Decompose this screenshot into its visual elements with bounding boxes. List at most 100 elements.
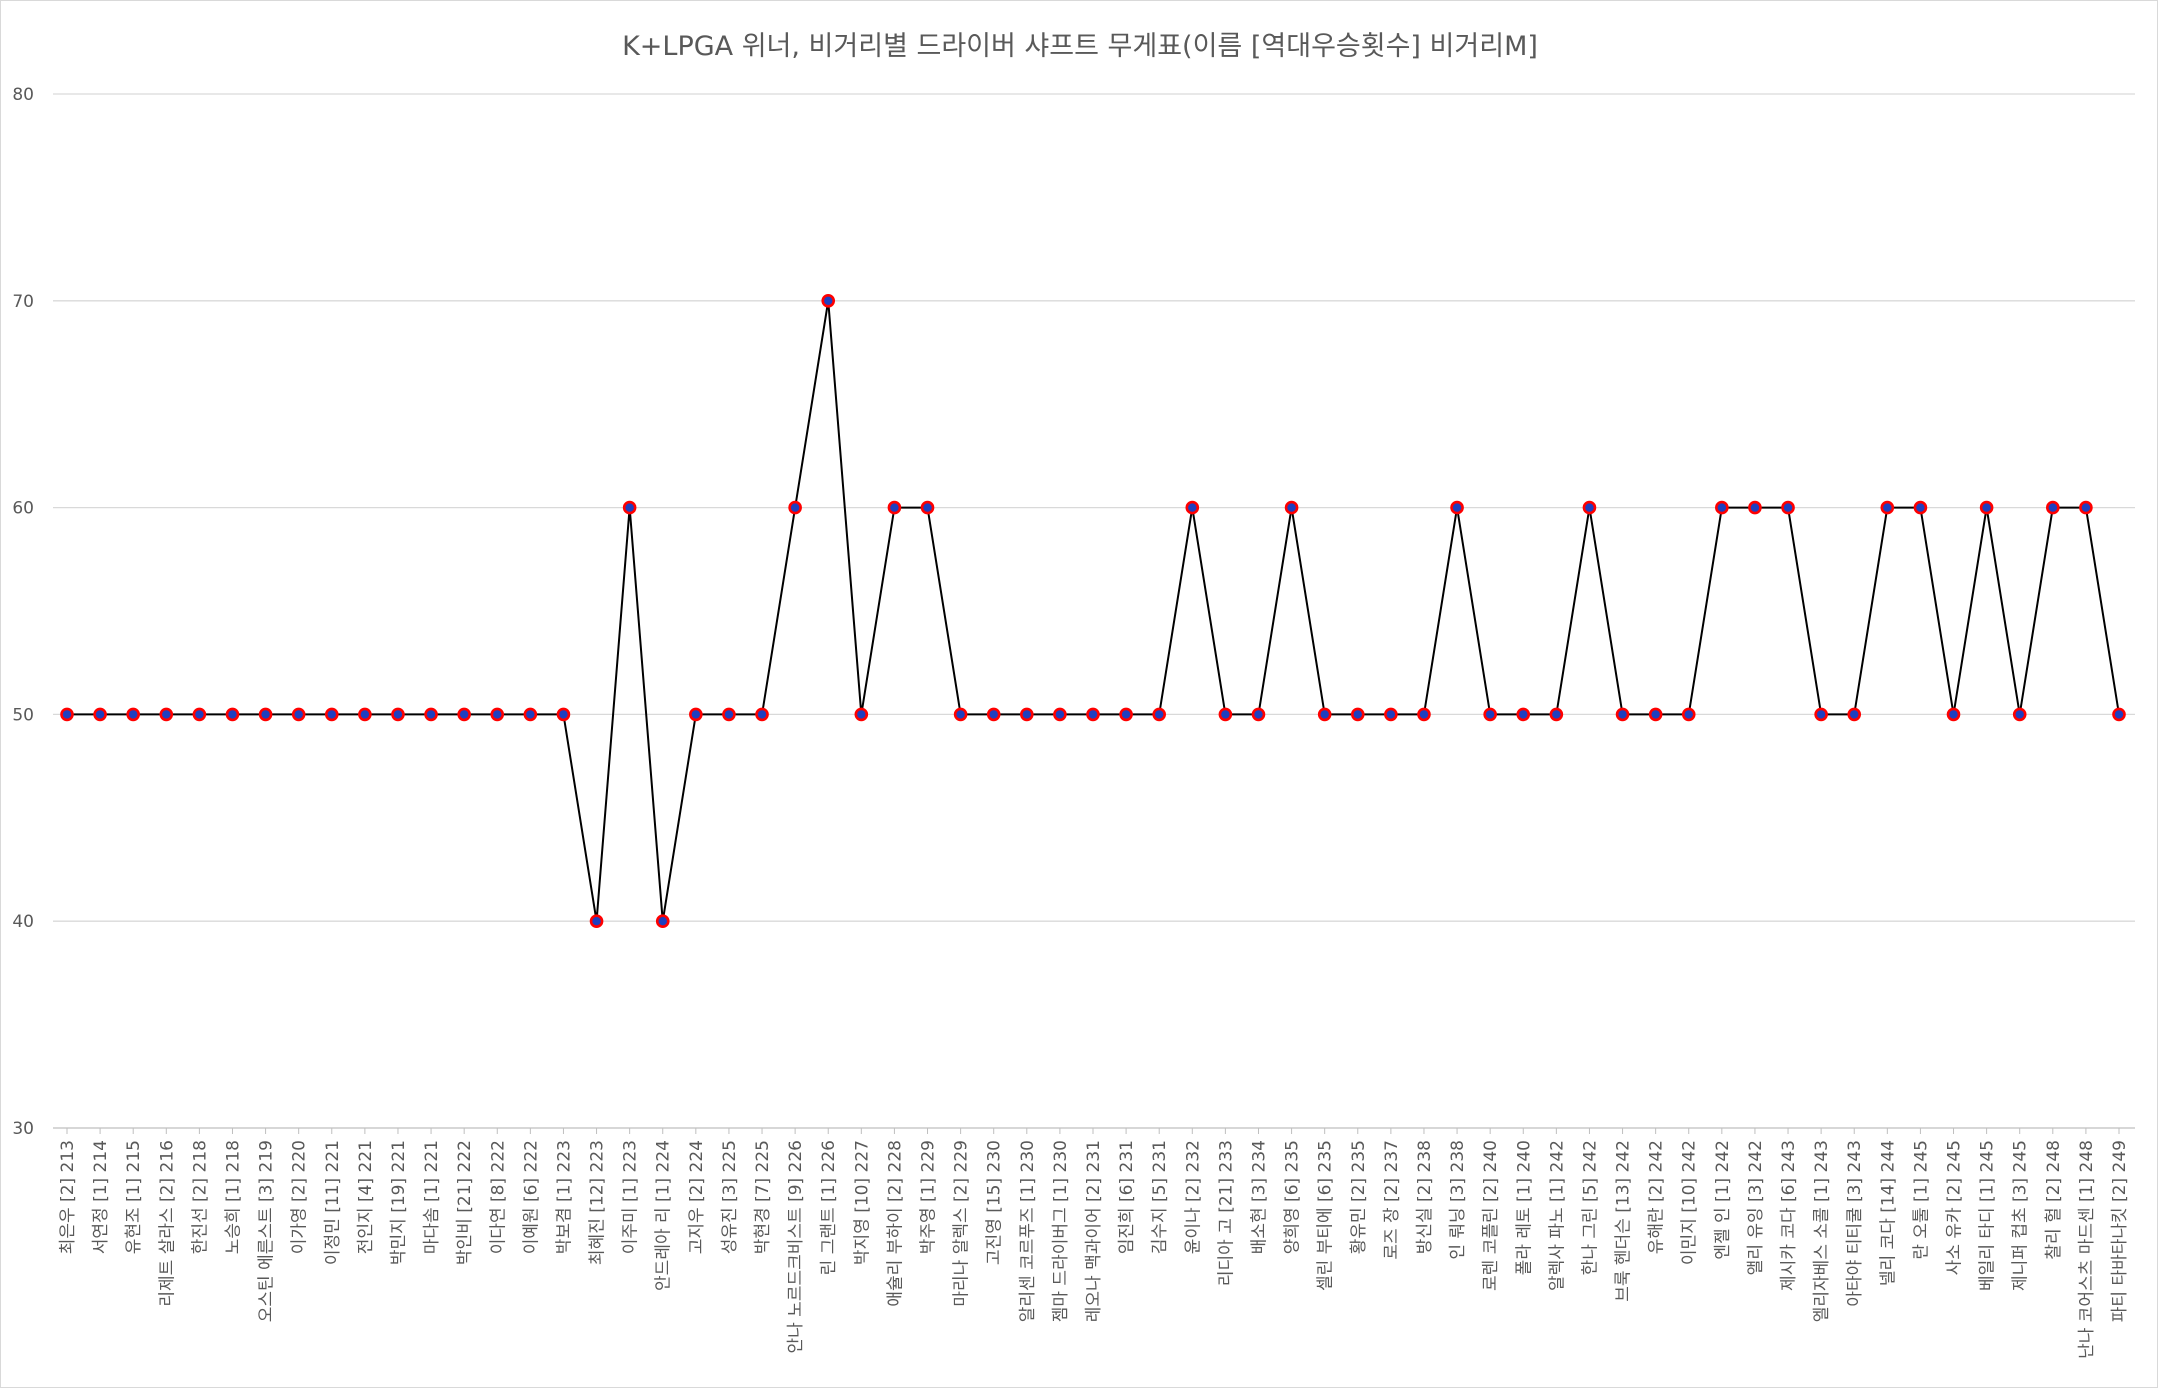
x-tick-label: 고지우 [2] 224 — [687, 1140, 707, 1254]
data-point[interactable] — [1152, 707, 1166, 722]
data-point[interactable] — [324, 707, 339, 722]
x-tick-label: 박보겸 [1] 223 — [554, 1140, 574, 1254]
x-tick-label: 박인비 [21] 222 — [455, 1140, 475, 1265]
x-tick-label: 엘리자베스 소콜 [1] 243 — [1812, 1140, 1832, 1322]
x-tick-label: 박주영 [1] 229 — [919, 1140, 939, 1254]
data-point[interactable] — [655, 914, 670, 929]
data-point[interactable] — [1483, 707, 1497, 722]
x-tick-label: 전인지 [4] 221 — [356, 1140, 376, 1254]
data-point[interactable] — [1450, 500, 1464, 515]
data-point[interactable] — [1648, 707, 1663, 722]
data-point[interactable] — [1549, 707, 1564, 722]
data-point[interactable] — [854, 707, 869, 722]
data-point[interactable] — [953, 707, 968, 722]
data-point[interactable] — [622, 500, 637, 515]
x-tick-label: 박지영 [10] 227 — [852, 1140, 872, 1265]
data-point[interactable] — [225, 707, 240, 722]
x-tick-label: 이주미 [1] 223 — [621, 1140, 641, 1254]
data-point[interactable] — [986, 707, 1001, 722]
data-point[interactable] — [920, 500, 935, 515]
x-tick-label: 임진희 [6] 231 — [1117, 1140, 1137, 1254]
data-point[interactable] — [1615, 707, 1630, 722]
x-tick-label: 넬리 코다 [14] 244 — [1878, 1140, 1898, 1286]
data-point[interactable] — [1847, 707, 1862, 722]
data-point[interactable] — [2012, 707, 2027, 722]
data-point[interactable] — [258, 707, 273, 722]
data-point[interactable] — [722, 707, 736, 722]
data-point[interactable] — [887, 500, 902, 515]
data-point[interactable] — [523, 707, 538, 722]
data-point[interactable] — [1350, 707, 1365, 722]
y-tick-label: 80 — [12, 85, 34, 105]
data-point[interactable] — [1880, 500, 1895, 515]
data-point[interactable] — [490, 707, 505, 722]
x-tick-label: 파티 타바타나킷 [2] 249 — [2110, 1140, 2130, 1322]
x-tick-label: 이예원 [6] 222 — [521, 1140, 541, 1254]
data-point[interactable] — [1218, 707, 1233, 722]
y-tick-label: 30 — [12, 1119, 34, 1139]
data-point[interactable] — [1781, 500, 1795, 515]
data-point[interactable] — [1582, 500, 1597, 515]
gridlines — [53, 93, 2135, 1129]
x-tick-label: 리제트 살라스 [2] 216 — [157, 1140, 177, 1307]
data-point[interactable] — [60, 707, 74, 722]
x-tick-label: 로즈 장 [2] 237 — [1382, 1140, 1402, 1260]
x-tick-label: 아타야 티티쿨 [3] 243 — [1845, 1140, 1865, 1307]
x-tick-label: 박현경 [7] 225 — [753, 1140, 773, 1254]
data-point[interactable] — [192, 707, 207, 722]
data-point[interactable] — [788, 500, 802, 515]
data-point[interactable] — [1946, 707, 1961, 722]
data-point[interactable] — [1681, 707, 1696, 722]
data-point[interactable] — [1086, 707, 1100, 722]
data-point[interactable] — [1814, 707, 1828, 722]
data-point[interactable] — [291, 707, 306, 722]
data-point[interactable] — [358, 707, 372, 722]
data-point[interactable] — [1185, 500, 1200, 515]
data-point[interactable] — [1251, 707, 1266, 722]
data-point[interactable] — [1384, 707, 1398, 722]
x-tick-label: 알리센 코르푸즈 [1] 230 — [1018, 1140, 1038, 1322]
data-point[interactable] — [1020, 707, 1034, 722]
data-point[interactable] — [93, 707, 107, 722]
x-tick-label: 방신실 [2] 238 — [1415, 1140, 1435, 1254]
data-point[interactable] — [1913, 500, 1928, 515]
data-point[interactable] — [2046, 500, 2060, 515]
data-point[interactable] — [755, 707, 769, 722]
x-tick-label: 한나 그린 [5] 242 — [1580, 1140, 1600, 1275]
data-point[interactable] — [689, 707, 703, 722]
data-point[interactable] — [1979, 500, 1994, 515]
data-point[interactable] — [424, 707, 438, 722]
data-point[interactable] — [2112, 707, 2126, 722]
data-point[interactable] — [457, 707, 471, 722]
x-tick-label: 서연정 [1] 214 — [91, 1140, 111, 1254]
x-tick-label: 노승희 [1] 218 — [223, 1140, 243, 1254]
x-tick-label: 배소현 [3] 234 — [1249, 1140, 1269, 1254]
x-tick-label: 윤이나 [2] 232 — [1183, 1140, 1203, 1254]
x-tick-label: 앨리 유잉 [3] 242 — [1746, 1140, 1766, 1275]
data-point[interactable] — [556, 707, 571, 722]
x-tick-label: 난나 코어스츠 마드센 [1] 248 — [2077, 1140, 2097, 1359]
data-point[interactable] — [589, 914, 604, 929]
data-point[interactable] — [1284, 500, 1299, 515]
data-point[interactable] — [391, 707, 405, 722]
data-point[interactable] — [821, 293, 836, 308]
data-point[interactable] — [1053, 707, 1067, 722]
data-point[interactable] — [1715, 500, 1729, 515]
x-tick-label: 셀린 부티에 [6] 235 — [1316, 1140, 1336, 1291]
y-tick-label: 40 — [12, 912, 34, 932]
data-point[interactable] — [126, 707, 140, 722]
data-point[interactable] — [1748, 500, 1762, 515]
x-tick-label: 이정민 [11] 221 — [323, 1140, 343, 1265]
data-point[interactable] — [1317, 707, 1332, 722]
data-point[interactable] — [2079, 500, 2093, 515]
x-tick-label: 이민지 [10] 242 — [1680, 1140, 1700, 1265]
chart-title: K+LPGA 위너, 비거리별 드라이버 샤프트 무게표(이름 [역대우승횟수]… — [622, 31, 1538, 62]
data-point[interactable] — [1516, 707, 1531, 722]
data-point[interactable] — [1119, 707, 1133, 722]
x-tick-label: 알렉사 파노 [1] 242 — [1547, 1140, 1567, 1291]
x-tick-label: 린 그랜트 [1] 226 — [819, 1140, 839, 1275]
data-point[interactable] — [159, 707, 174, 722]
data-point[interactable] — [1417, 707, 1431, 722]
x-tick-label: 오스틴 에른스트 [3] 219 — [257, 1140, 277, 1322]
